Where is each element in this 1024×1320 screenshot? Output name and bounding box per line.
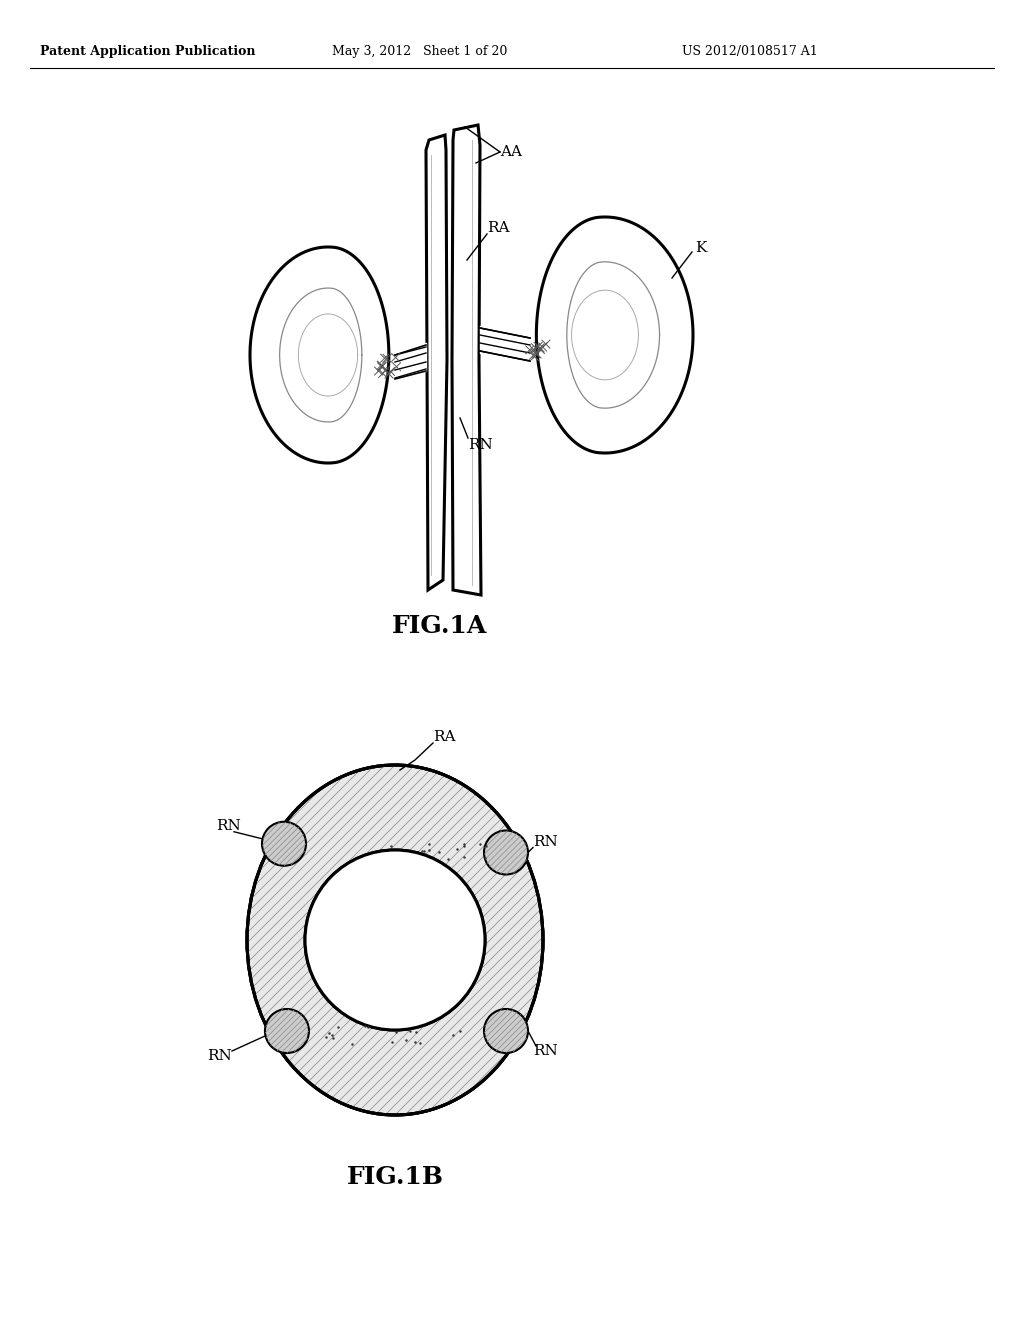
Text: RN: RN bbox=[216, 818, 241, 833]
Text: RN: RN bbox=[534, 836, 558, 850]
Text: FIG.1A: FIG.1A bbox=[392, 614, 487, 638]
Text: FIG.1B: FIG.1B bbox=[346, 1166, 443, 1189]
Text: RA: RA bbox=[433, 730, 456, 744]
Polygon shape bbox=[250, 247, 389, 463]
Text: US 2012/0108517 A1: US 2012/0108517 A1 bbox=[682, 45, 818, 58]
Circle shape bbox=[305, 850, 485, 1030]
Text: Patent Application Publication: Patent Application Publication bbox=[40, 45, 256, 58]
Text: RN: RN bbox=[534, 1044, 558, 1059]
Ellipse shape bbox=[247, 766, 543, 1115]
Text: AA: AA bbox=[500, 145, 522, 158]
Circle shape bbox=[484, 1008, 528, 1053]
Text: RN: RN bbox=[468, 438, 493, 451]
Polygon shape bbox=[452, 125, 481, 595]
Text: May 3, 2012   Sheet 1 of 20: May 3, 2012 Sheet 1 of 20 bbox=[333, 45, 508, 58]
Polygon shape bbox=[426, 135, 447, 590]
Circle shape bbox=[262, 822, 306, 866]
Circle shape bbox=[305, 850, 485, 1030]
Text: RA: RA bbox=[487, 220, 510, 235]
Text: RN: RN bbox=[207, 1049, 231, 1063]
Circle shape bbox=[484, 830, 528, 874]
Polygon shape bbox=[537, 216, 693, 453]
Text: K: K bbox=[695, 242, 707, 255]
Circle shape bbox=[265, 1008, 309, 1053]
